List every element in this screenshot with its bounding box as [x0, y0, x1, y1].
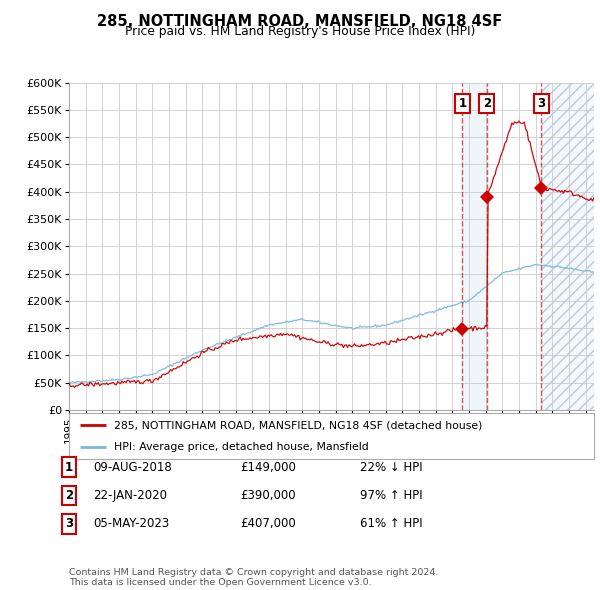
Text: 97% ↑ HPI: 97% ↑ HPI	[360, 489, 422, 502]
Text: 05-MAY-2023: 05-MAY-2023	[93, 517, 169, 530]
Text: 3: 3	[65, 517, 73, 530]
Bar	[541, 71, 594, 410]
Text: Contains HM Land Registry data © Crown copyright and database right 2024.
This d: Contains HM Land Registry data © Crown c…	[69, 568, 439, 587]
Text: 22-JAN-2020: 22-JAN-2020	[93, 489, 167, 502]
Text: 285, NOTTINGHAM ROAD, MANSFIELD, NG18 4SF: 285, NOTTINGHAM ROAD, MANSFIELD, NG18 4S…	[97, 14, 503, 28]
Text: HPI: Average price, detached house, Mansfield: HPI: Average price, detached house, Mans…	[113, 441, 368, 451]
Text: 22% ↓ HPI: 22% ↓ HPI	[360, 461, 422, 474]
Text: 1: 1	[65, 461, 73, 474]
Text: Price paid vs. HM Land Registry's House Price Index (HPI): Price paid vs. HM Land Registry's House …	[125, 25, 475, 38]
Text: 2: 2	[483, 97, 491, 110]
Text: £407,000: £407,000	[240, 517, 296, 530]
Text: 285, NOTTINGHAM ROAD, MANSFIELD, NG18 4SF (detached house): 285, NOTTINGHAM ROAD, MANSFIELD, NG18 4S…	[113, 421, 482, 431]
Text: 2: 2	[65, 489, 73, 502]
Text: 1: 1	[458, 97, 466, 110]
Text: 61% ↑ HPI: 61% ↑ HPI	[360, 517, 422, 530]
Text: £390,000: £390,000	[240, 489, 296, 502]
Text: £149,000: £149,000	[240, 461, 296, 474]
Text: 3: 3	[538, 97, 545, 110]
Bar	[541, 83, 594, 410]
Bar	[463, 83, 487, 410]
Text: 09-AUG-2018: 09-AUG-2018	[93, 461, 172, 474]
